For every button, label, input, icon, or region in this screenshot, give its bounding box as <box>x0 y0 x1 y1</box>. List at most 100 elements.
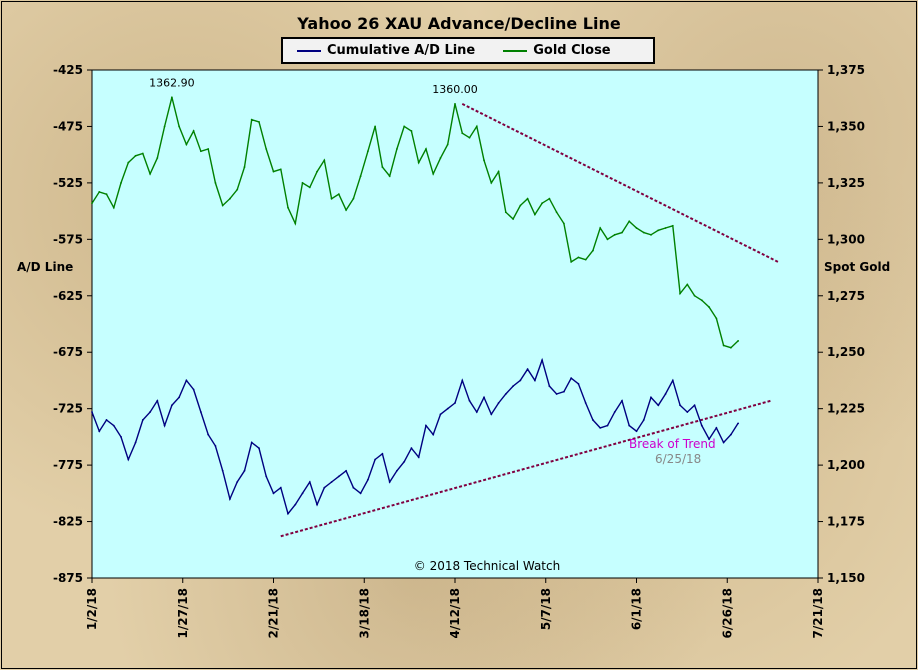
data-point-ad <box>359 492 362 495</box>
data-point-gold <box>737 340 740 342</box>
data-point-ad <box>584 402 587 404</box>
data-point-gold <box>396 148 398 150</box>
y-left-tick-label: -775 <box>53 458 83 472</box>
data-point-gold <box>200 150 202 153</box>
data-point-ad <box>737 422 740 425</box>
legend-swatch-gold <box>503 49 528 52</box>
data-point-ad <box>149 411 151 413</box>
data-point-ad <box>127 458 130 461</box>
data-point-gold <box>337 193 340 196</box>
data-point-ad <box>381 452 384 455</box>
legend-label-ad: Cumulative A/D Line <box>327 43 476 58</box>
y-left-axis-title: A/D Line <box>17 260 73 274</box>
data-point-gold <box>258 121 260 123</box>
data-point-gold <box>490 181 493 184</box>
data-point-ad <box>323 486 326 489</box>
data-point-gold <box>221 204 224 207</box>
data-point-ad <box>221 469 224 472</box>
data-point-gold <box>91 202 93 205</box>
y-right-tick-label: 1,300 <box>827 232 865 246</box>
break-date-label: 6/25/18 <box>655 452 701 466</box>
data-point-gold <box>446 143 449 146</box>
series-line-gold <box>91 97 739 349</box>
data-point-gold <box>606 238 609 241</box>
data-point-gold <box>454 102 456 105</box>
data-point-gold <box>693 294 696 297</box>
data-point-gold <box>403 125 406 128</box>
legend-item-gold: Gold Close <box>503 43 611 58</box>
data-point-ad <box>112 424 115 427</box>
data-point-ad <box>250 441 253 444</box>
data-point-gold <box>417 161 420 164</box>
data-point-gold <box>642 231 645 234</box>
data-point-gold <box>708 306 710 308</box>
data-point-gold <box>526 197 529 200</box>
x-tick-label: 7/21/18 <box>811 588 825 639</box>
data-point-gold <box>323 159 326 162</box>
x-tick-label: 6/26/18 <box>720 588 734 639</box>
y-left-tick-label: -675 <box>53 345 83 359</box>
x-tick-label: 4/12/18 <box>448 588 462 639</box>
data-point-gold <box>657 229 660 232</box>
data-point-ad <box>105 419 108 421</box>
data-point-ad <box>541 359 544 362</box>
data-point-ad <box>163 424 166 427</box>
data-point-ad <box>200 411 202 413</box>
data-point-gold <box>366 150 369 153</box>
data-point-ad <box>454 402 456 404</box>
data-point-ad <box>156 399 159 402</box>
y-right-tick-label: 1,175 <box>827 515 865 529</box>
data-point-ad <box>483 396 485 399</box>
data-point-gold <box>439 157 442 159</box>
data-point-ad <box>410 447 413 450</box>
data-point-ad <box>664 393 667 395</box>
legend-label-gold: Gold Close <box>533 43 611 58</box>
data-point-gold <box>461 132 464 135</box>
data-point-ad <box>468 399 471 402</box>
data-point-ad <box>207 433 210 436</box>
data-point-ad <box>425 424 427 427</box>
data-point-gold <box>308 186 311 189</box>
y-right-tick-label: 1,275 <box>827 289 865 303</box>
y-left-tick-label: -575 <box>53 232 83 246</box>
data-point-ad <box>374 458 377 461</box>
data-point-ad <box>533 379 536 382</box>
data-point-gold <box>686 283 689 286</box>
legend-item-ad: Cumulative A/D Line <box>297 43 475 58</box>
data-point-gold <box>250 118 253 121</box>
y-left-tick-label: -525 <box>53 176 83 190</box>
data-point-ad <box>265 475 268 478</box>
data-point-gold <box>468 136 471 139</box>
data-point-gold <box>352 197 355 200</box>
y-right-tick-label: 1,250 <box>827 345 865 359</box>
data-point-ad <box>396 469 398 472</box>
data-point-ad <box>504 393 507 395</box>
data-point-gold <box>599 227 602 229</box>
data-point-ad <box>715 426 718 429</box>
data-point-gold <box>533 213 536 216</box>
data-point-gold <box>229 197 231 200</box>
data-point-ad <box>548 385 551 387</box>
data-point-ad <box>98 430 101 433</box>
data-point-gold <box>548 197 551 200</box>
x-tick-label: 1/27/18 <box>176 588 190 639</box>
data-point-ad <box>403 460 406 463</box>
data-point-gold <box>120 181 122 184</box>
data-point-ad <box>519 379 522 382</box>
data-point-ad <box>577 382 580 385</box>
data-point-gold <box>483 159 485 162</box>
data-point-gold <box>512 218 514 220</box>
data-point-ad <box>671 379 674 382</box>
data-point-gold <box>316 170 318 173</box>
series-line-ad <box>91 357 739 516</box>
data-point-ad <box>475 411 478 413</box>
data-point-gold <box>410 130 413 132</box>
data-point-ad <box>279 486 282 489</box>
data-point-ad <box>700 424 703 427</box>
legend-swatch-ad <box>297 49 321 52</box>
data-point-ad <box>729 433 732 436</box>
data-point-gold <box>112 206 115 209</box>
data-point-gold <box>729 346 732 349</box>
data-point-gold <box>272 170 275 173</box>
